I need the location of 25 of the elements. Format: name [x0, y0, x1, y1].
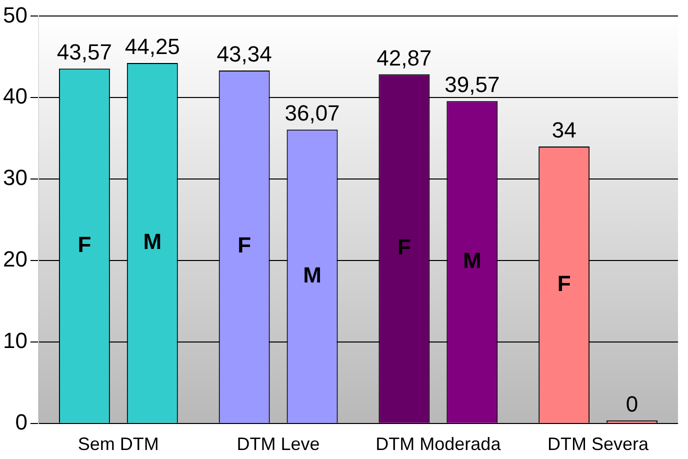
text: M: [143, 229, 162, 254]
y-tick-label: 0: [15, 409, 28, 434]
data-label: 0: [626, 391, 638, 416]
x-tick-label: DTM Moderada: [376, 434, 502, 454]
data-label: 42,87: [376, 45, 432, 70]
y-tick-label: 10: [2, 328, 28, 354]
y-tick-label: 30: [2, 165, 28, 190]
series-label: M: [303, 262, 322, 288]
y-tick-label: 20: [2, 246, 28, 272]
data-label: 44,25: [124, 34, 180, 60]
x-tick-label: DTM Leve: [236, 434, 320, 454]
data-label: 34: [552, 118, 576, 143]
y-tick-label: 50: [2, 2, 28, 28]
data-label: 43,57: [56, 40, 112, 65]
x-tick-label: Sem DTM: [78, 434, 159, 454]
text: F: [78, 232, 92, 257]
text: F: [397, 234, 411, 260]
x-tick-label: DTM Severa: [548, 434, 650, 454]
data-label: 39,57: [444, 72, 500, 98]
y-tick-label: 40: [2, 84, 28, 109]
text: F: [238, 232, 252, 258]
data-label: 36,07: [284, 100, 340, 126]
series-label: F: [557, 270, 571, 296]
text: M: [462, 248, 482, 274]
data-label: 43,34: [216, 42, 272, 66]
